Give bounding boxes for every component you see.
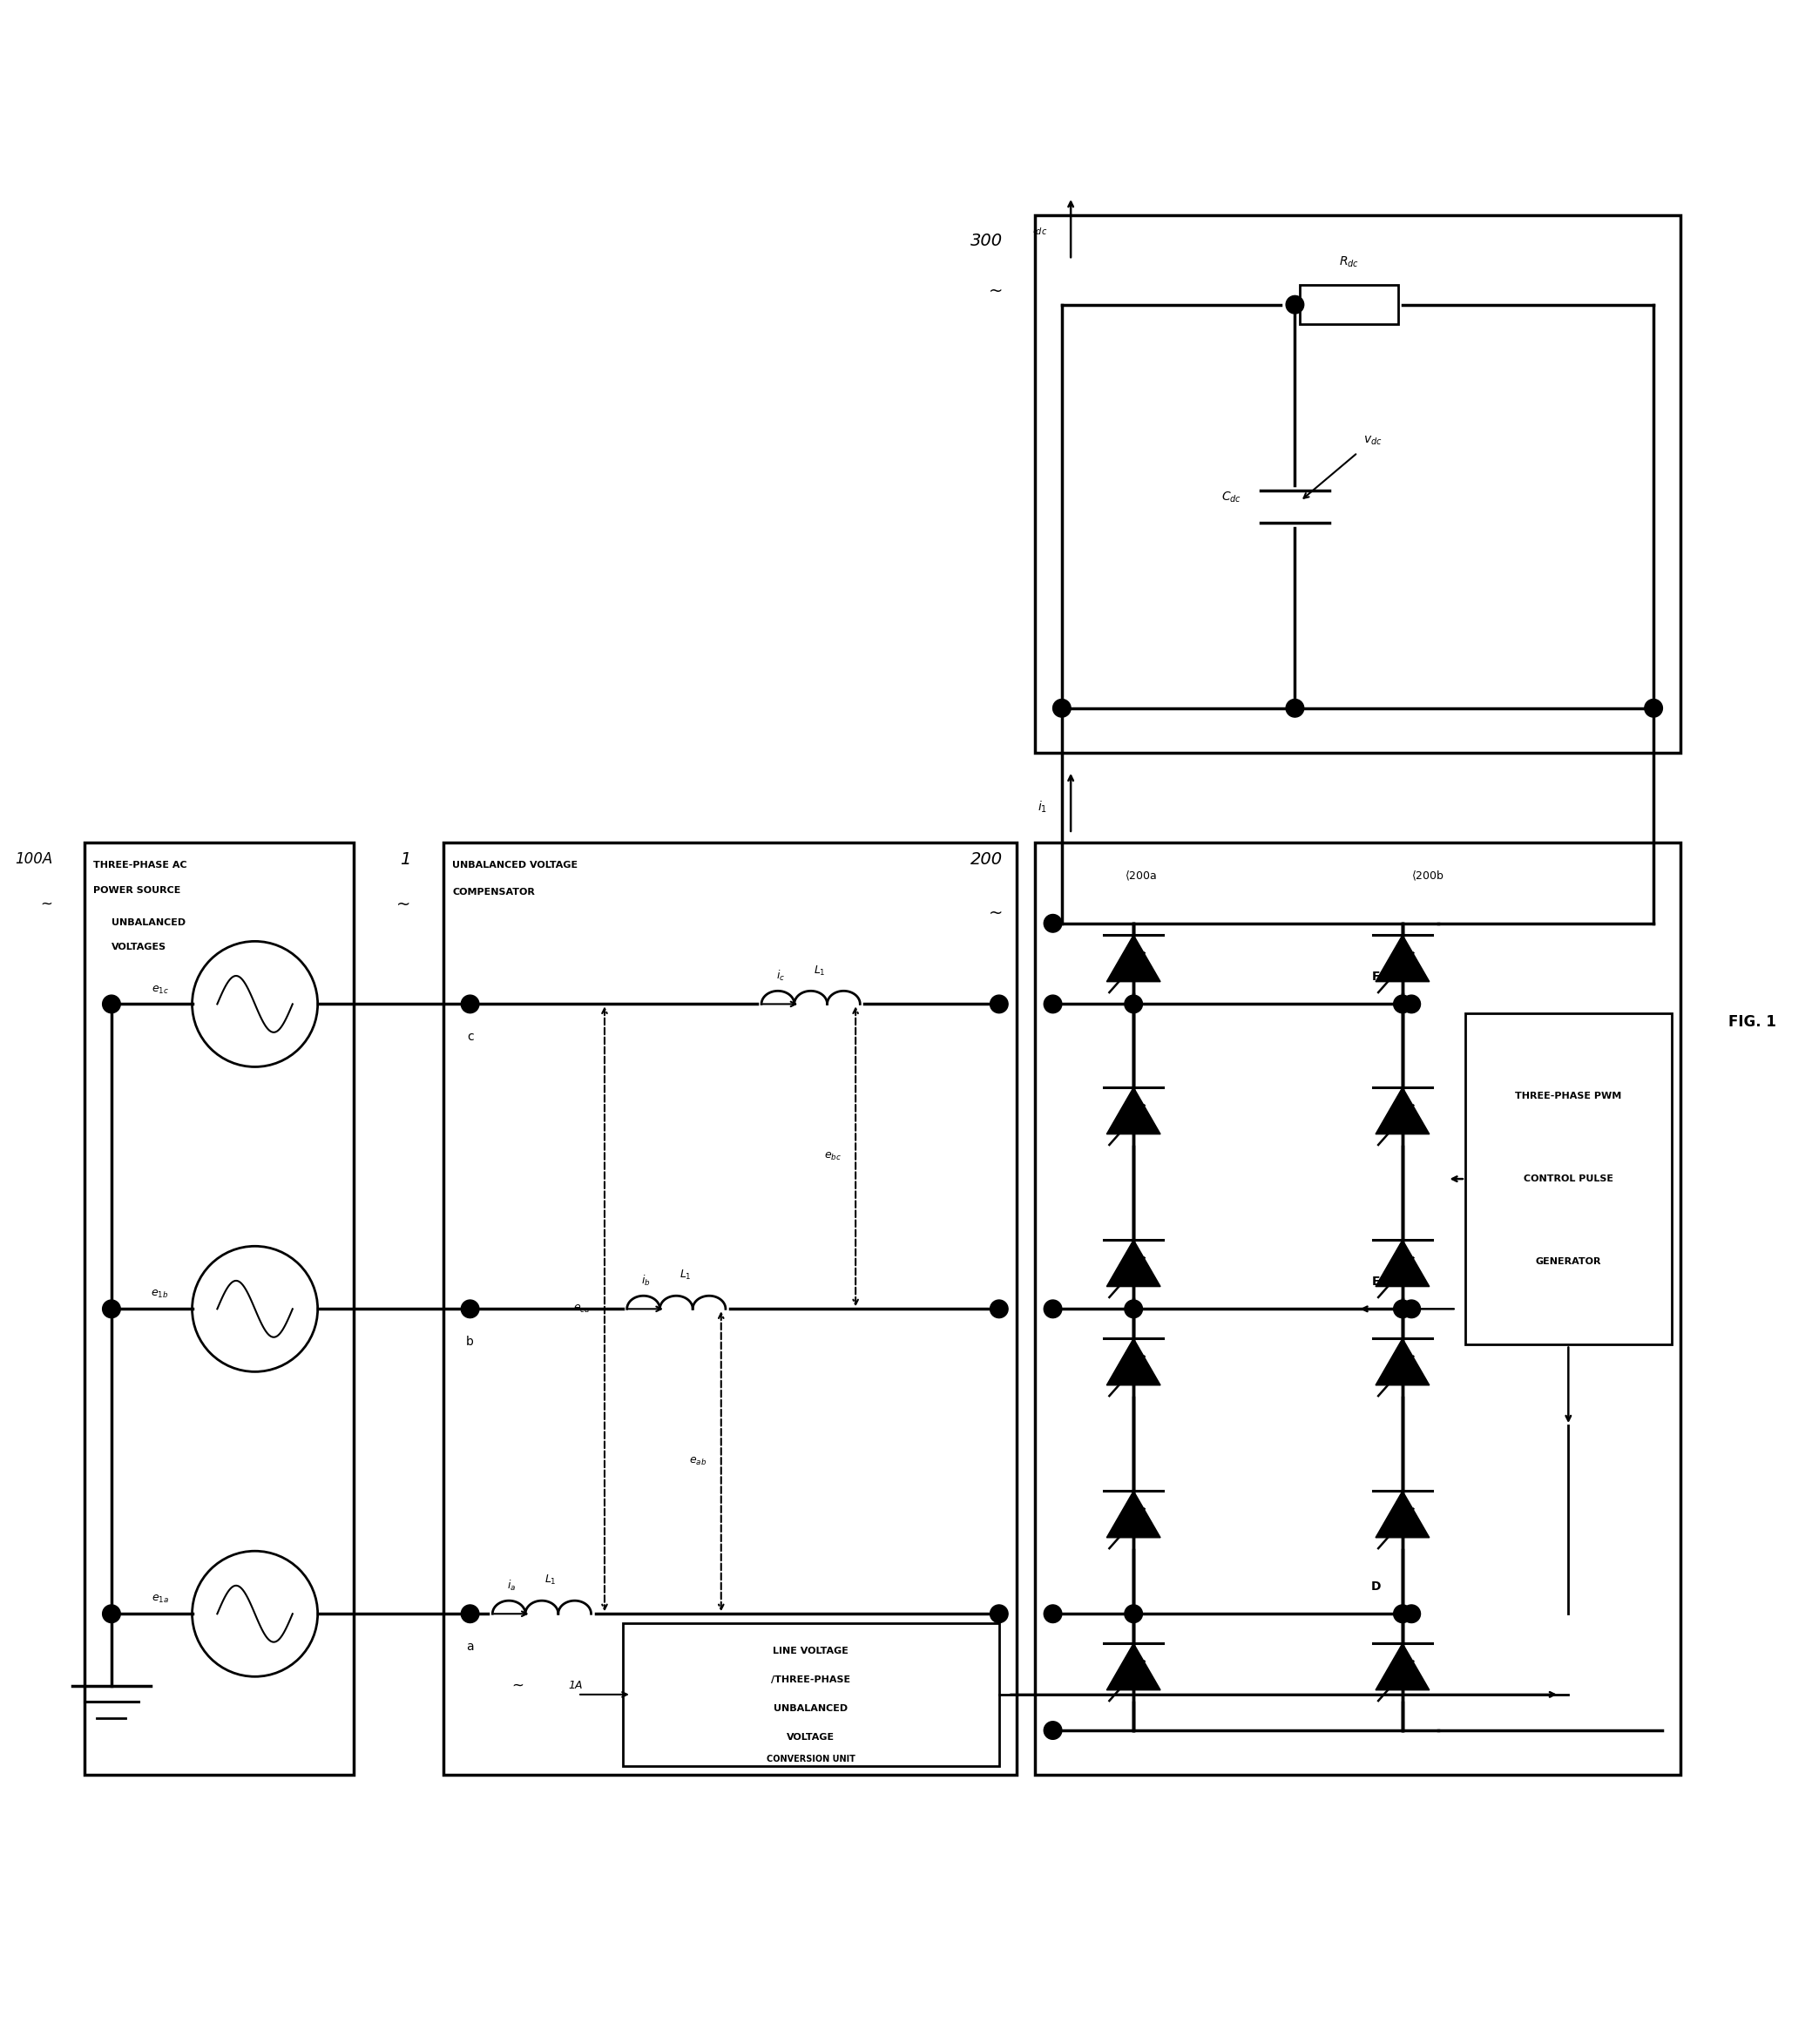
Bar	[444, 842, 1017, 1774]
Polygon shape	[1107, 1490, 1160, 1537]
Circle shape	[1402, 1300, 1421, 1318]
Circle shape	[1044, 1300, 1062, 1318]
Circle shape	[989, 1605, 1007, 1623]
Circle shape	[1402, 995, 1421, 1014]
Text: $i_c$: $i_c$	[776, 969, 785, 983]
Text: /THREE-PHASE: /THREE-PHASE	[772, 1676, 850, 1684]
Circle shape	[1125, 1300, 1143, 1318]
Text: 1A: 1A	[569, 1680, 583, 1690]
Text: $e_{ca}$: $e_{ca}$	[573, 1304, 591, 1314]
Text: D: D	[1370, 1580, 1381, 1592]
Circle shape	[1402, 1605, 1421, 1623]
Circle shape	[460, 1605, 478, 1623]
Polygon shape	[1375, 1241, 1430, 1286]
Text: $R_{dc}$: $R_{dc}$	[1339, 256, 1359, 270]
Circle shape	[460, 1300, 478, 1318]
Circle shape	[1053, 699, 1071, 717]
Text: VOLTAGES: VOLTAGES	[112, 942, 167, 953]
Text: FIG. 1: FIG. 1	[1729, 1014, 1776, 1030]
Bar	[623, 1623, 998, 1766]
Text: VOLTAGE: VOLTAGE	[786, 1733, 835, 1741]
Circle shape	[1044, 1721, 1062, 1739]
Text: UNBALANCED: UNBALANCED	[112, 918, 185, 926]
Text: ~: ~	[397, 897, 411, 914]
Circle shape	[1044, 914, 1062, 932]
Polygon shape	[1107, 1643, 1160, 1690]
Text: F: F	[1372, 971, 1379, 983]
Text: UNBALANCED: UNBALANCED	[774, 1705, 848, 1713]
Polygon shape	[1375, 1643, 1430, 1690]
Bar	[1035, 842, 1680, 1774]
Text: CONVERSION UNIT: CONVERSION UNIT	[766, 1754, 855, 1764]
Circle shape	[989, 995, 1007, 1014]
Circle shape	[460, 995, 478, 1014]
Bar	[1299, 284, 1399, 325]
Circle shape	[103, 1605, 120, 1623]
Text: $C_{dc}$: $C_{dc}$	[1221, 491, 1241, 505]
Text: 100A: 100A	[14, 852, 53, 867]
Text: a: a	[466, 1641, 473, 1654]
Text: $e_{1a}$: $e_{1a}$	[152, 1594, 169, 1605]
Text: $i_{dc}$: $i_{dc}$	[1033, 221, 1047, 237]
Bar	[1035, 215, 1680, 752]
Text: 1: 1	[400, 852, 411, 869]
Circle shape	[1044, 995, 1062, 1014]
Text: b: b	[466, 1337, 475, 1349]
Bar	[1466, 1014, 1671, 1345]
Text: COMPENSATOR: COMPENSATOR	[453, 887, 535, 895]
Circle shape	[103, 995, 120, 1014]
Text: $v_{dc}$: $v_{dc}$	[1363, 435, 1383, 448]
Circle shape	[1287, 699, 1305, 717]
Text: UNBALANCED VOLTAGE: UNBALANCED VOLTAGE	[453, 861, 578, 869]
Polygon shape	[1107, 1339, 1160, 1386]
Polygon shape	[1375, 1490, 1430, 1537]
Text: $i_b$: $i_b$	[641, 1273, 651, 1288]
Text: POWER SOURCE: POWER SOURCE	[94, 885, 181, 895]
Text: $L_1$: $L_1$	[545, 1574, 556, 1586]
Text: LINE VOLTAGE: LINE VOLTAGE	[774, 1647, 848, 1656]
Text: $\langle$200a: $\langle$200a	[1125, 869, 1158, 883]
Text: $e_{bc}$: $e_{bc}$	[824, 1151, 841, 1163]
Polygon shape	[1107, 934, 1160, 981]
Text: $e_{ab}$: $e_{ab}$	[689, 1455, 707, 1468]
Text: $\langle$200b: $\langle$200b	[1412, 869, 1444, 883]
Circle shape	[1393, 1605, 1412, 1623]
Text: $e_{1c}$: $e_{1c}$	[152, 983, 169, 995]
Bar	[85, 842, 353, 1774]
Circle shape	[1044, 1605, 1062, 1623]
Polygon shape	[1107, 1241, 1160, 1286]
Circle shape	[1125, 995, 1143, 1014]
Text: ~: ~	[988, 284, 1002, 300]
Text: $L_1$: $L_1$	[814, 965, 826, 977]
Text: THREE-PHASE PWM: THREE-PHASE PWM	[1515, 1091, 1622, 1100]
Text: E: E	[1372, 1275, 1379, 1288]
Circle shape	[1645, 699, 1662, 717]
Text: $i_1$: $i_1$	[1038, 799, 1047, 814]
Polygon shape	[1375, 1087, 1430, 1134]
Text: CONTROL PULSE: CONTROL PULSE	[1524, 1175, 1613, 1183]
Circle shape	[989, 1300, 1007, 1318]
Text: ~: ~	[40, 897, 53, 912]
Text: $e_{1b}$: $e_{1b}$	[150, 1290, 169, 1300]
Circle shape	[103, 1300, 120, 1318]
Circle shape	[1125, 1605, 1143, 1623]
Text: $i_a$: $i_a$	[507, 1578, 516, 1592]
Text: 300: 300	[969, 233, 1002, 249]
Circle shape	[1393, 1300, 1412, 1318]
Text: ~: ~	[511, 1678, 524, 1692]
Text: THREE-PHASE AC: THREE-PHASE AC	[94, 861, 187, 869]
Text: 200: 200	[969, 852, 1002, 869]
Polygon shape	[1107, 1087, 1160, 1134]
Polygon shape	[1375, 1339, 1430, 1386]
Circle shape	[1287, 296, 1305, 313]
Text: c: c	[467, 1030, 473, 1042]
Text: ~: ~	[988, 905, 1002, 922]
Circle shape	[1393, 995, 1412, 1014]
Text: GENERATOR: GENERATOR	[1535, 1257, 1602, 1265]
Text: $L_1$: $L_1$	[680, 1269, 690, 1282]
Polygon shape	[1375, 934, 1430, 981]
